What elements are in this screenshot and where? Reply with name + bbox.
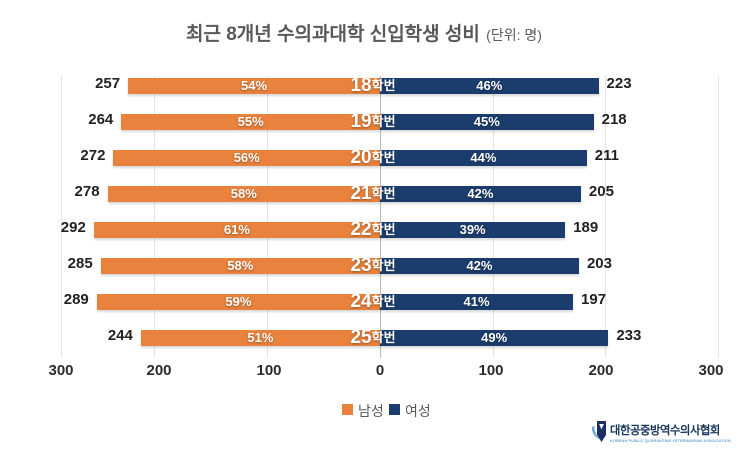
svg-text:KOREAN PUBLIC QUARANTINE VETER: KOREAN PUBLIC QUARANTINE VETERINARIAN AS… [610,438,731,443]
svg-text:대한공중방역수의사협회: 대한공중방역수의사협회 [610,423,720,437]
